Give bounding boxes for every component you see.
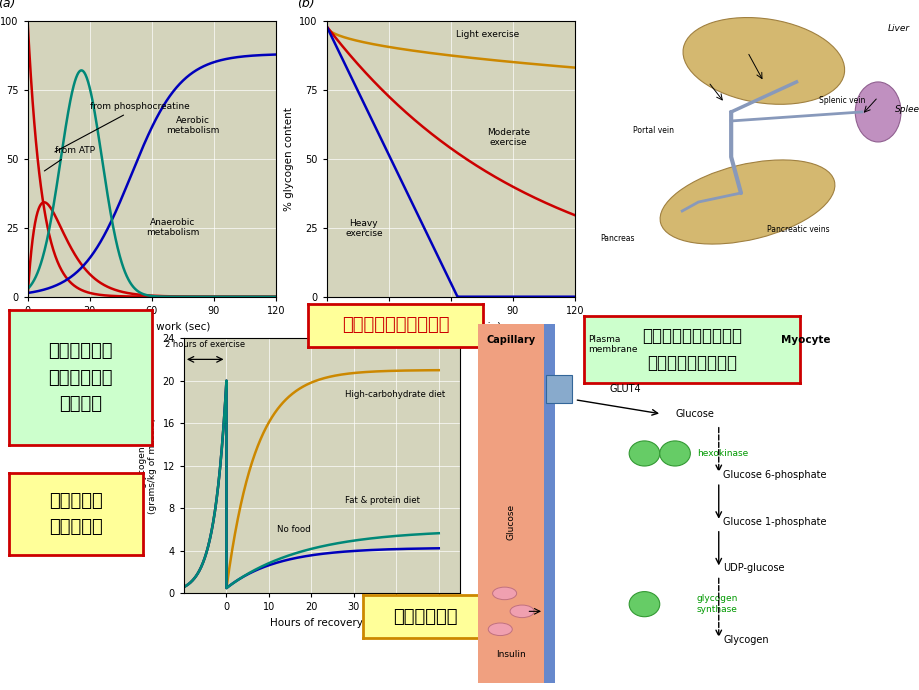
- Bar: [546, 375, 572, 403]
- Circle shape: [659, 441, 689, 466]
- Text: Glucose 6-phosphate: Glucose 6-phosphate: [722, 470, 826, 480]
- Text: Anaerobic
metabolism: Anaerobic metabolism: [145, 218, 199, 237]
- Text: 门静脉系统携带胰脏和
肝脏分泌物进入循环: 门静脉系统携带胰脏和 肝脏分泌物进入循环: [641, 327, 742, 372]
- Text: Pancreatic veins: Pancreatic veins: [766, 225, 828, 234]
- Text: No food: No food: [278, 524, 311, 533]
- Text: Splenic vein: Splenic vein: [819, 96, 865, 105]
- Text: Glucose: Glucose: [506, 504, 516, 540]
- Text: Heavy
exercise: Heavy exercise: [345, 219, 382, 238]
- Text: Glucose 1-phosphate: Glucose 1-phosphate: [722, 517, 826, 526]
- X-axis label: Duration of work (sec): Duration of work (sec): [94, 322, 210, 331]
- Text: (b): (b): [297, 0, 314, 10]
- Text: UDP-glucose: UDP-glucose: [722, 563, 784, 573]
- Text: 5 days: 5 days: [438, 608, 468, 617]
- Text: from phosphocreatine: from phosphocreatine: [55, 102, 189, 152]
- Text: Glycogen: Glycogen: [722, 635, 768, 645]
- Text: Capillary: Capillary: [486, 335, 535, 345]
- Text: (a): (a): [0, 0, 15, 10]
- Bar: [543, 324, 554, 683]
- Text: High-carbohydrate diet: High-carbohydrate diet: [345, 390, 445, 399]
- Text: Spleen: Spleen: [893, 105, 919, 114]
- Circle shape: [629, 441, 659, 466]
- Ellipse shape: [660, 160, 834, 244]
- Text: Portal vein: Portal vein: [632, 126, 674, 135]
- Bar: [478, 324, 543, 683]
- X-axis label: Hours of recovery →: Hours of recovery →: [269, 618, 374, 628]
- Text: glycogen
synthase: glycogen synthase: [697, 595, 737, 614]
- Text: 2 hours of exercise: 2 hours of exercise: [165, 339, 245, 348]
- Text: Plasma
membrane: Plasma membrane: [587, 335, 637, 355]
- Text: GLUT4: GLUT4: [609, 384, 641, 394]
- Text: 温和运动对肌
肉几种能源物
质的影响: 温和运动对肌 肉几种能源物 质的影响: [48, 342, 113, 413]
- Ellipse shape: [509, 605, 534, 618]
- Ellipse shape: [855, 82, 900, 142]
- X-axis label: Exercise time (min): Exercise time (min): [400, 322, 501, 331]
- Text: Aerobic
metabolism: Aerobic metabolism: [166, 116, 220, 135]
- Y-axis label: Muscle glycogen content
(grams/kg of muscle): Muscle glycogen content (grams/kg of mus…: [138, 409, 157, 522]
- Text: 力蝌运动后
糖原的恢复: 力蝌运动后 糖原的恢复: [49, 492, 103, 536]
- Text: Myocyte: Myocyte: [780, 335, 830, 345]
- Text: Glucose: Glucose: [675, 409, 713, 419]
- Text: Light exercise: Light exercise: [456, 30, 519, 39]
- Text: (c): (c): [123, 313, 140, 325]
- Y-axis label: % glycogen content: % glycogen content: [283, 107, 293, 210]
- Circle shape: [629, 591, 659, 617]
- Text: Fat & protein diet: Fat & protein diet: [345, 496, 420, 505]
- Ellipse shape: [488, 623, 512, 635]
- Text: Liver: Liver: [887, 24, 909, 33]
- Text: Pancreas: Pancreas: [600, 234, 634, 243]
- Text: 不同运动对糖原的消耗: 不同运动对糖原的消耗: [342, 316, 448, 335]
- Text: hexokinase: hexokinase: [697, 449, 747, 458]
- Text: 肌糖原的合成: 肌糖原的合成: [392, 607, 458, 626]
- Text: from ATP: from ATP: [44, 146, 95, 171]
- Text: Insulin: Insulin: [495, 650, 526, 659]
- Ellipse shape: [492, 587, 516, 600]
- Ellipse shape: [682, 17, 844, 104]
- Text: Moderate
exercise: Moderate exercise: [487, 128, 529, 147]
